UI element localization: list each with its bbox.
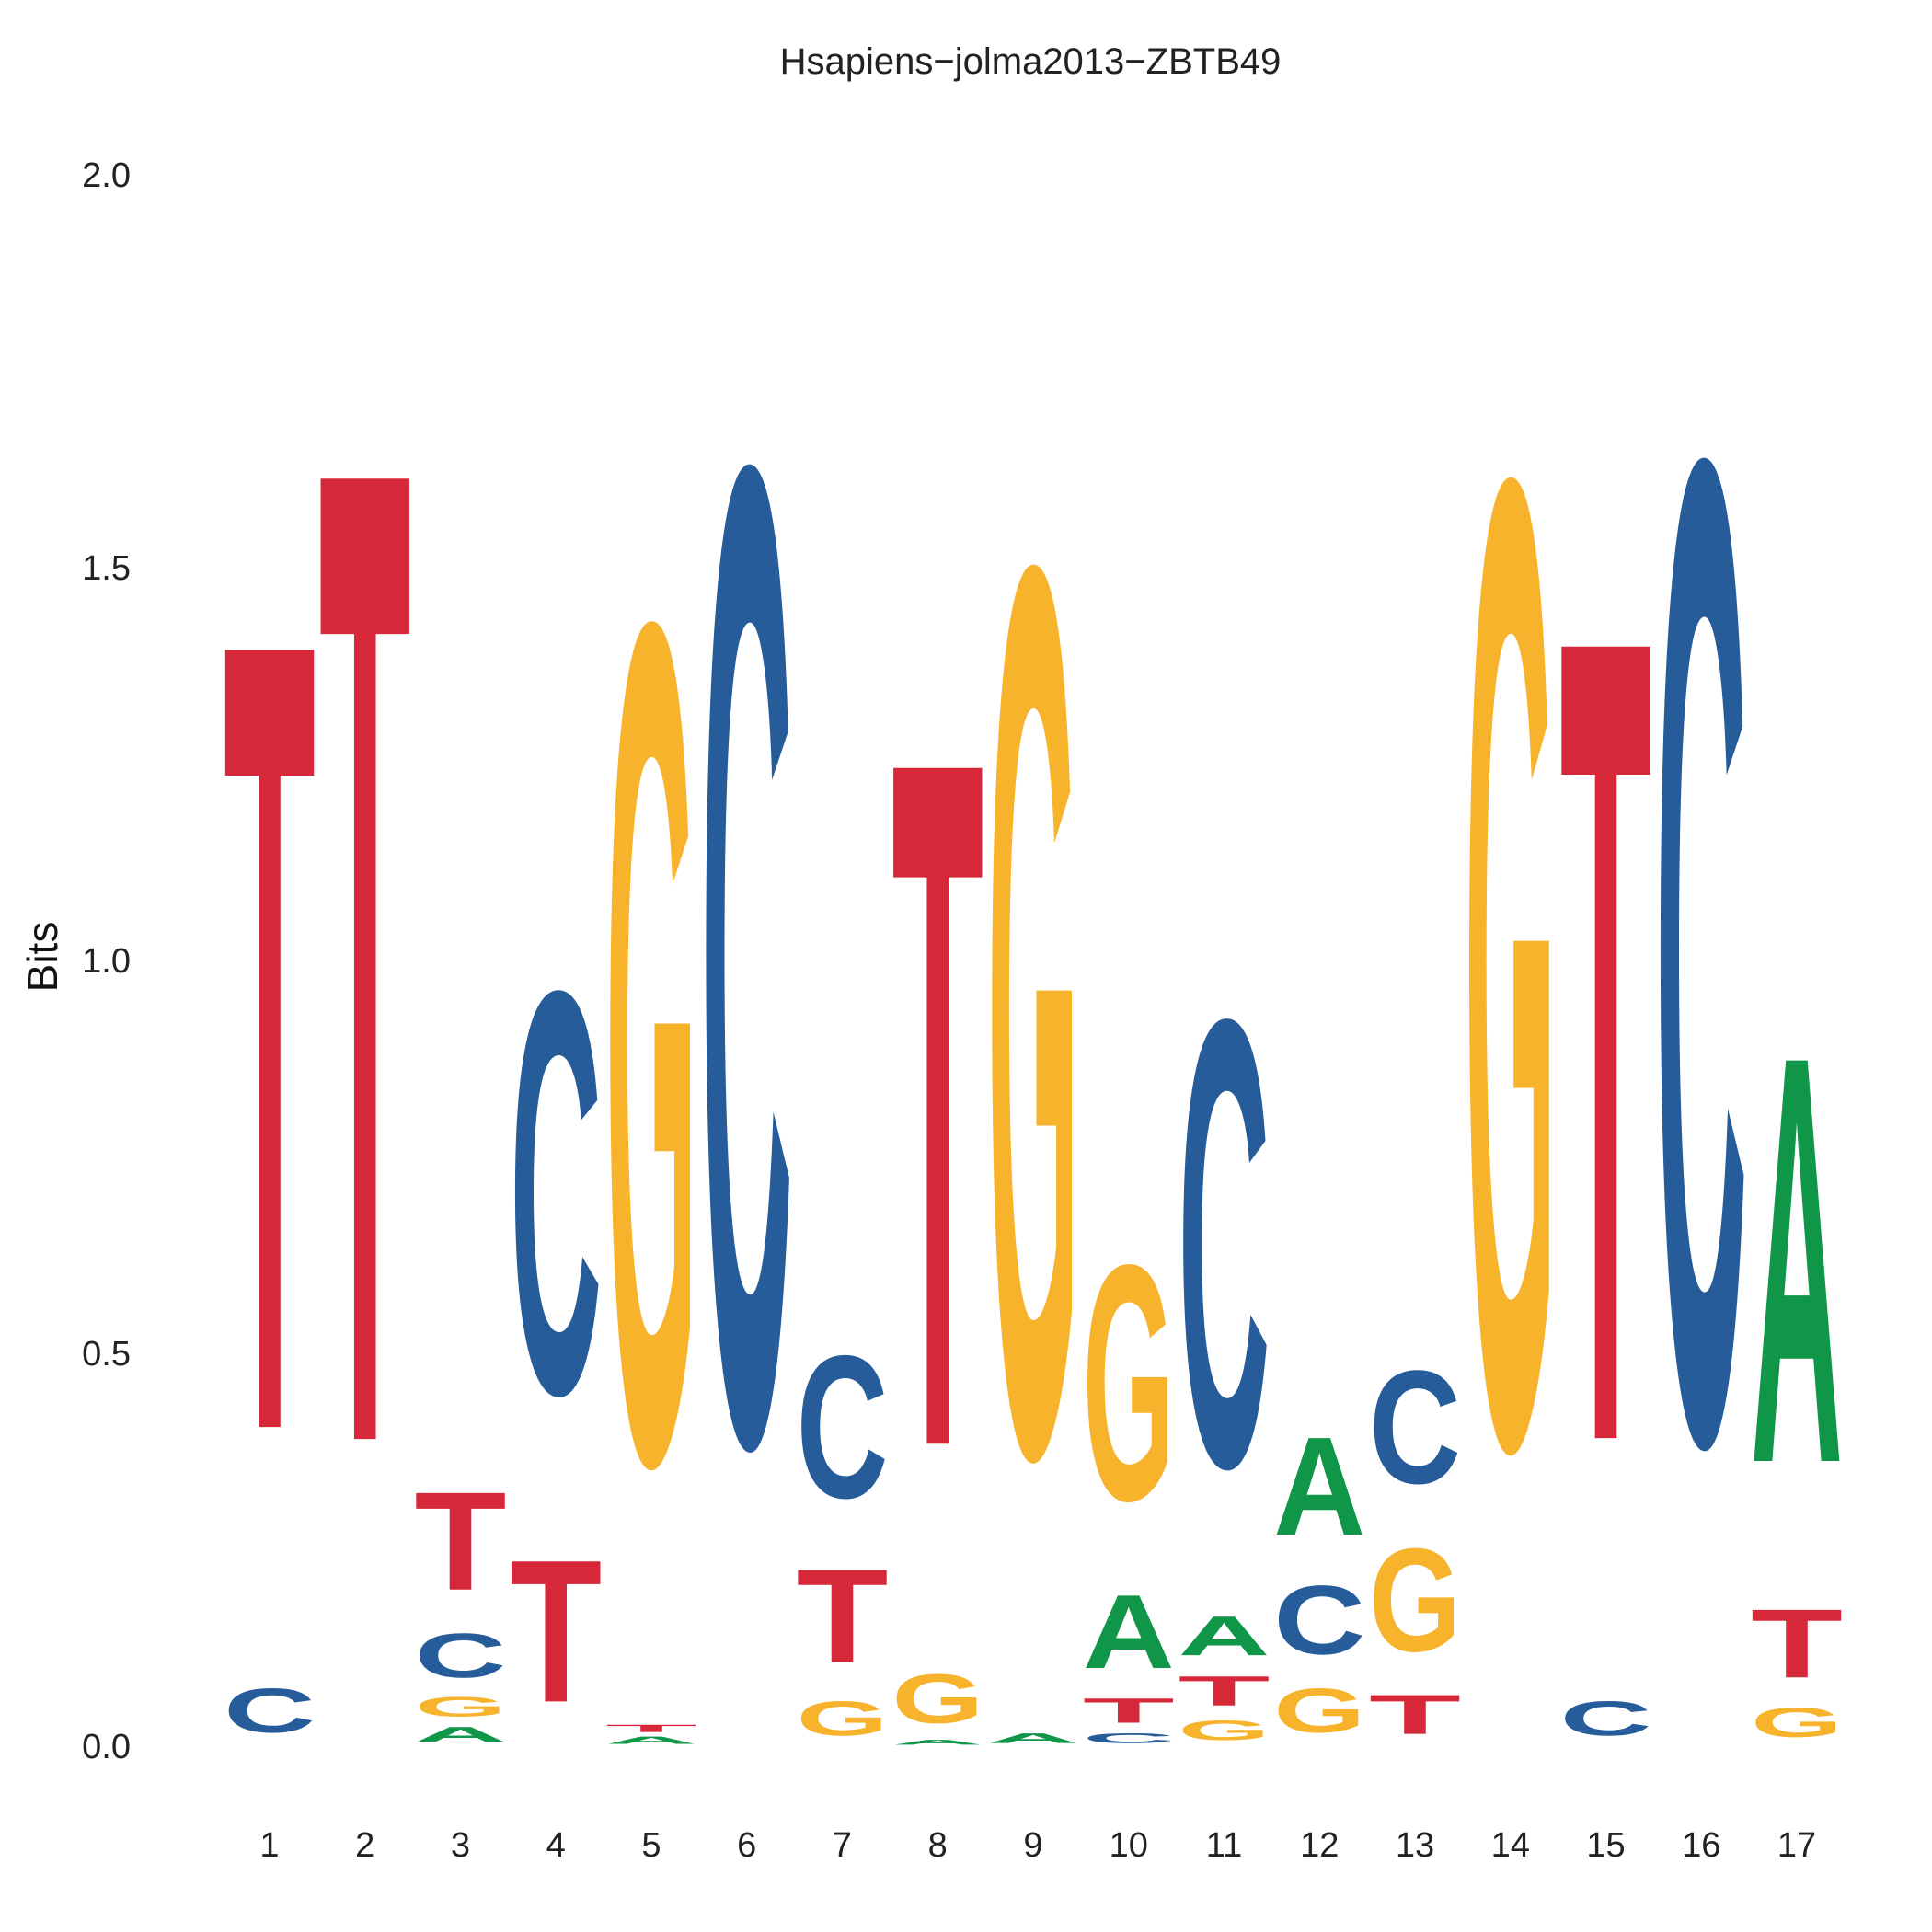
logo-letter-c: C (1369, 1338, 1461, 1517)
logo-letter-g: G (415, 1691, 507, 1722)
logo-letter-a: A (1179, 1604, 1271, 1667)
logo-letter-a: A (1273, 1408, 1365, 1565)
x-tick-label: 9 (1023, 1826, 1042, 1865)
logo-letter-g: G (1369, 1518, 1461, 1683)
logo-letter-c: C (1273, 1566, 1365, 1675)
logo-letter-a: A (415, 1722, 507, 1746)
y-tick-label: 2.0 (82, 156, 131, 195)
logo-letter-a: A (1083, 1572, 1175, 1690)
x-tick-label: 1 (259, 1826, 279, 1865)
x-tick-label: 3 (451, 1826, 470, 1865)
logo-letter-t: T (1083, 1691, 1175, 1731)
chart-title: Hsapiens−jolma2013−ZBTB49 (780, 41, 1282, 82)
x-tick-label: 13 (1396, 1826, 1434, 1865)
logo-letter-c: C (415, 1621, 507, 1692)
x-tick-label: 5 (641, 1826, 661, 1865)
logo-letter-g: G (1179, 1715, 1271, 1746)
logo-letter-g: G (1465, 191, 1557, 1735)
y-tick-label: 1.5 (82, 549, 131, 588)
logo-letter-c: C (701, 177, 793, 1735)
logo-letter-t: T (1369, 1684, 1461, 1746)
logo-letter-c: C (510, 871, 602, 1514)
logo-letter-t: T (319, 175, 411, 1735)
logo-letter-a: A (605, 1734, 697, 1746)
x-tick-label: 16 (1682, 1826, 1720, 1865)
logo-letter-t: T (891, 555, 983, 1651)
logo-letter-c: C (1083, 1731, 1175, 1746)
logo-letter-g: G (1751, 1699, 1843, 1746)
logo-letter-c: C (1655, 169, 1747, 1736)
x-tick-label: 6 (737, 1826, 756, 1865)
y-axis-label: Bits (18, 922, 66, 993)
logo-letter-g: G (1083, 1196, 1175, 1571)
logo-letter-c: C (797, 1314, 889, 1541)
y-tick-label: 1.0 (82, 942, 131, 981)
logo-letter-c: C (1560, 1691, 1652, 1746)
logo-letter-c: C (224, 1675, 316, 1746)
logo-letter-t: T (797, 1541, 889, 1690)
logo-letter-t: T (1179, 1668, 1271, 1715)
x-tick-label: 17 (1777, 1826, 1816, 1865)
x-tick-label: 11 (1206, 1826, 1242, 1865)
logo-letter-a: A (1751, 935, 1843, 1585)
logo-letter-g: G (1273, 1675, 1365, 1746)
logo-letter-t: T (415, 1463, 507, 1620)
x-tick-label: 8 (928, 1826, 948, 1865)
logo-letter-g: G (987, 302, 1079, 1720)
y-tick-label: 0.5 (82, 1335, 131, 1374)
x-tick-label: 10 (1110, 1826, 1148, 1865)
logo-letter-a: A (987, 1731, 1079, 1746)
logo-letter-a: A (891, 1738, 983, 1746)
logo-letter-t: T (1560, 397, 1652, 1682)
logo-letter-t: T (605, 1722, 697, 1734)
x-tick-label: 14 (1491, 1826, 1530, 1865)
logo-letter-g: G (891, 1660, 983, 1738)
x-tick-label: 15 (1586, 1826, 1625, 1865)
logo-letter-g: G (797, 1691, 889, 1746)
logo-letter-g: G (605, 374, 697, 1714)
x-tick-label: 4 (546, 1826, 566, 1865)
logo-letter-t: T (510, 1518, 602, 1745)
y-tick-label: 0.0 (82, 1728, 131, 1766)
y-axis-ticks: 0.0 0.5 1.0 1.5 2.0 (82, 156, 131, 1766)
x-axis-ticks: 1 2 3 4 5 6 7 8 9 10 11 12 13 14 15 16 17 (259, 1826, 1816, 1865)
logo-letter-c: C (1179, 888, 1271, 1601)
x-tick-label: 7 (833, 1826, 852, 1865)
logo-letter-t: T (1751, 1589, 1843, 1698)
x-tick-label: 12 (1300, 1826, 1339, 1865)
logo-letter-t: T (224, 404, 316, 1666)
x-tick-label: 2 (355, 1826, 374, 1865)
